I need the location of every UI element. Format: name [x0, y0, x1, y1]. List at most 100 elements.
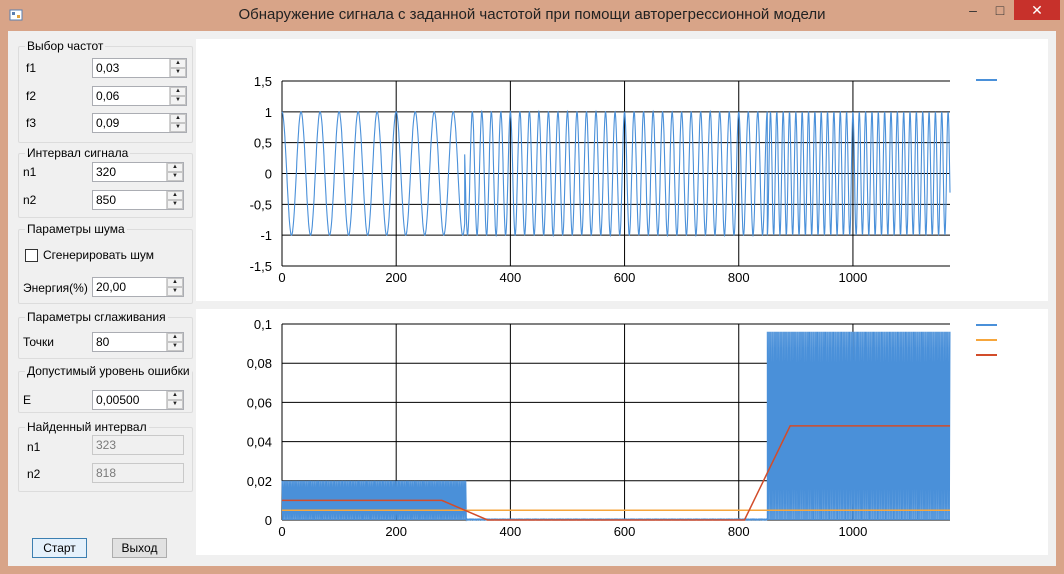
error-chart-x-tick-label: 200 — [385, 524, 407, 539]
noise-group-title: Параметры шума — [25, 222, 127, 236]
error-chart-x-tick-label: 1000 — [838, 524, 867, 539]
error-chart-y-tick-label: 0,04 — [247, 435, 272, 450]
client-area: Выбор частот f1 0,03 ▲ ▼ f2 0,06 ▲ ▼ f3 0,… — [8, 31, 1056, 566]
energy-value: 20,00 — [96, 280, 127, 294]
f1-stepper[interactable]: 0,03 ▲ ▼ — [92, 58, 187, 78]
app-icon — [9, 9, 23, 21]
noise-group: Параметры шума — [18, 222, 193, 304]
minimize-icon[interactable]: – — [969, 2, 977, 18]
signal-chart-x-tick-label: 600 — [614, 270, 636, 285]
signal-chart-y-tick-label: -1 — [260, 228, 272, 243]
signal-chart-y-tick-label: -1,5 — [250, 259, 272, 274]
points-stepper[interactable]: 80 ▲ ▼ — [92, 332, 184, 352]
f2-value: 0,06 — [96, 89, 120, 103]
error-e-stepper[interactable]: 0,00500 ▲ ▼ — [92, 390, 184, 410]
f3-down-icon[interactable]: ▼ — [170, 123, 186, 132]
energy-label: Энергия(%) — [23, 281, 88, 295]
f2-down-icon[interactable]: ▼ — [170, 96, 186, 105]
points-up-icon[interactable]: ▲ — [167, 333, 183, 342]
close-icon[interactable]: ✕ — [1014, 0, 1060, 20]
energy-down-icon[interactable]: ▼ — [167, 287, 183, 296]
model-error-chart: 0,1 0,08 0,06 0,04 0,02 0 0 200 400 600 800 1000 — [196, 309, 1048, 555]
f2-label: f2 — [26, 89, 37, 103]
error-chart-x-tick-label: 600 — [614, 524, 636, 539]
interval-n2-label: n2 — [23, 193, 37, 207]
found-n1-field: 323 — [92, 435, 184, 455]
error-chart-x-tick-label: 0 — [278, 524, 285, 539]
error-chart-x-tick-label: 400 — [500, 524, 522, 539]
signal-chart-y-tick-label: -0,5 — [250, 197, 272, 212]
signal-chart-svg: 1,5 1 0,5 0 -0,5 -1 -1,5 0 200 400 600 800 1000 — [250, 74, 997, 285]
points-label: Точки — [23, 335, 55, 349]
signal-chart-x-tick-label: 1000 — [838, 270, 867, 285]
error-e-value: 0,00500 — [96, 393, 140, 407]
interval-group: Интервал сигнала — [18, 146, 193, 218]
signal-chart-y-tick-label: 1 — [265, 105, 272, 120]
interval-n2-value: 850 — [96, 193, 117, 207]
error-group: Допустимый уровень ошибки — [18, 364, 193, 413]
interval-n1-label: n1 — [23, 165, 37, 179]
f2-stepper[interactable]: 0,06 ▲ ▼ — [92, 86, 187, 106]
error-red-series-line — [282, 425, 950, 521]
found-interval-group: Найденный интервал — [18, 420, 193, 492]
interval-n2-up-icon[interactable]: ▲ — [167, 191, 183, 200]
energy-up-icon[interactable]: ▲ — [167, 278, 183, 287]
error-chart-y-tick-label: 0,1 — [254, 317, 272, 332]
frequency-group-title: Выбор частот — [25, 39, 106, 53]
f3-label: f3 — [26, 116, 37, 130]
f2-up-icon[interactable]: ▲ — [170, 87, 186, 96]
signal-chart-x-tick-label: 800 — [728, 270, 750, 285]
interval-n2-stepper[interactable]: 850 ▲ ▼ — [92, 190, 184, 210]
signal-chart-x-tick-label: 400 — [500, 270, 522, 285]
f3-stepper[interactable]: 0,09 ▲ ▼ — [92, 113, 187, 133]
exit-button[interactable]: Выход — [112, 538, 167, 558]
interval-n1-stepper[interactable]: 320 ▲ ▼ — [92, 162, 184, 182]
interval-n1-down-icon[interactable]: ▼ — [167, 172, 183, 181]
error-e-down-icon[interactable]: ▼ — [167, 400, 183, 409]
signal-chart: 1,5 1 0,5 0 -0,5 -1 -1,5 0 200 400 600 800 1000 — [196, 39, 1048, 301]
found-n2-label: n2 — [27, 467, 41, 481]
model-error-chart-svg: 0,1 0,08 0,06 0,04 0,02 00 200 400 600 800 1000 — [247, 317, 997, 539]
f3-value: 0,09 — [96, 116, 120, 130]
error-e-label: E — [23, 393, 32, 407]
f3-up-icon[interactable]: ▲ — [170, 114, 186, 123]
error-chart-y-tick-label: 0,02 — [247, 474, 272, 489]
found-interval-group-title: Найденный интервал — [25, 420, 149, 434]
title-bar[interactable]: Обнаружение сигнала с заданной частотой … — [0, 0, 1064, 32]
error-chart-y-tick-label: 0 — [265, 513, 272, 528]
maximize-icon[interactable]: □ — [995, 2, 1005, 18]
signal-chart-y-tick-label: 0,5 — [254, 136, 272, 151]
found-n2-value: 818 — [96, 466, 117, 480]
points-down-icon[interactable]: ▼ — [167, 342, 183, 351]
generate-noise-label[interactable]: Сгенерировать шум — [43, 248, 154, 262]
found-n2-field: 818 — [92, 463, 184, 483]
energy-stepper[interactable]: 20,00 ▲ ▼ — [92, 277, 184, 297]
signal-chart-y-tick-label: 0 — [265, 167, 272, 182]
found-n1-value: 323 — [96, 438, 117, 452]
error-e-up-icon[interactable]: ▲ — [167, 391, 183, 400]
interval-n2-down-icon[interactable]: ▼ — [167, 200, 183, 209]
interval-n1-up-icon[interactable]: ▲ — [167, 163, 183, 172]
smoothing-group: Параметры сглаживания — [18, 310, 193, 359]
signal-chart-x-tick-label: 200 — [385, 270, 407, 285]
points-value: 80 — [96, 335, 110, 349]
smoothing-group-title: Параметры сглаживания — [25, 310, 168, 324]
signal-chart-y-tick-label: 1,5 — [254, 74, 272, 89]
f1-down-icon[interactable]: ▼ — [170, 68, 186, 77]
start-button[interactable]: Старт — [32, 538, 87, 558]
f1-label: f1 — [26, 61, 37, 75]
signal-chart-x-tick-label: 0 — [278, 270, 285, 285]
error-chart-y-tick-label: 0,08 — [247, 356, 272, 371]
error-group-title: Допустимый уровень ошибки — [25, 364, 192, 378]
frequency-group: Выбор частот — [18, 39, 193, 143]
f1-up-icon[interactable]: ▲ — [170, 59, 186, 68]
error-chart-y-tick-label: 0,06 — [247, 395, 272, 410]
found-n1-label: n1 — [27, 440, 41, 454]
interval-group-title: Интервал сигнала — [25, 146, 131, 160]
signal-series-line — [281, 109, 951, 238]
generate-noise-checkbox[interactable] — [25, 249, 38, 262]
error-chart-x-tick-label: 800 — [728, 524, 750, 539]
f1-value: 0,03 — [96, 61, 120, 75]
window-title: Обнаружение сигнала с заданной частотой … — [238, 6, 826, 23]
